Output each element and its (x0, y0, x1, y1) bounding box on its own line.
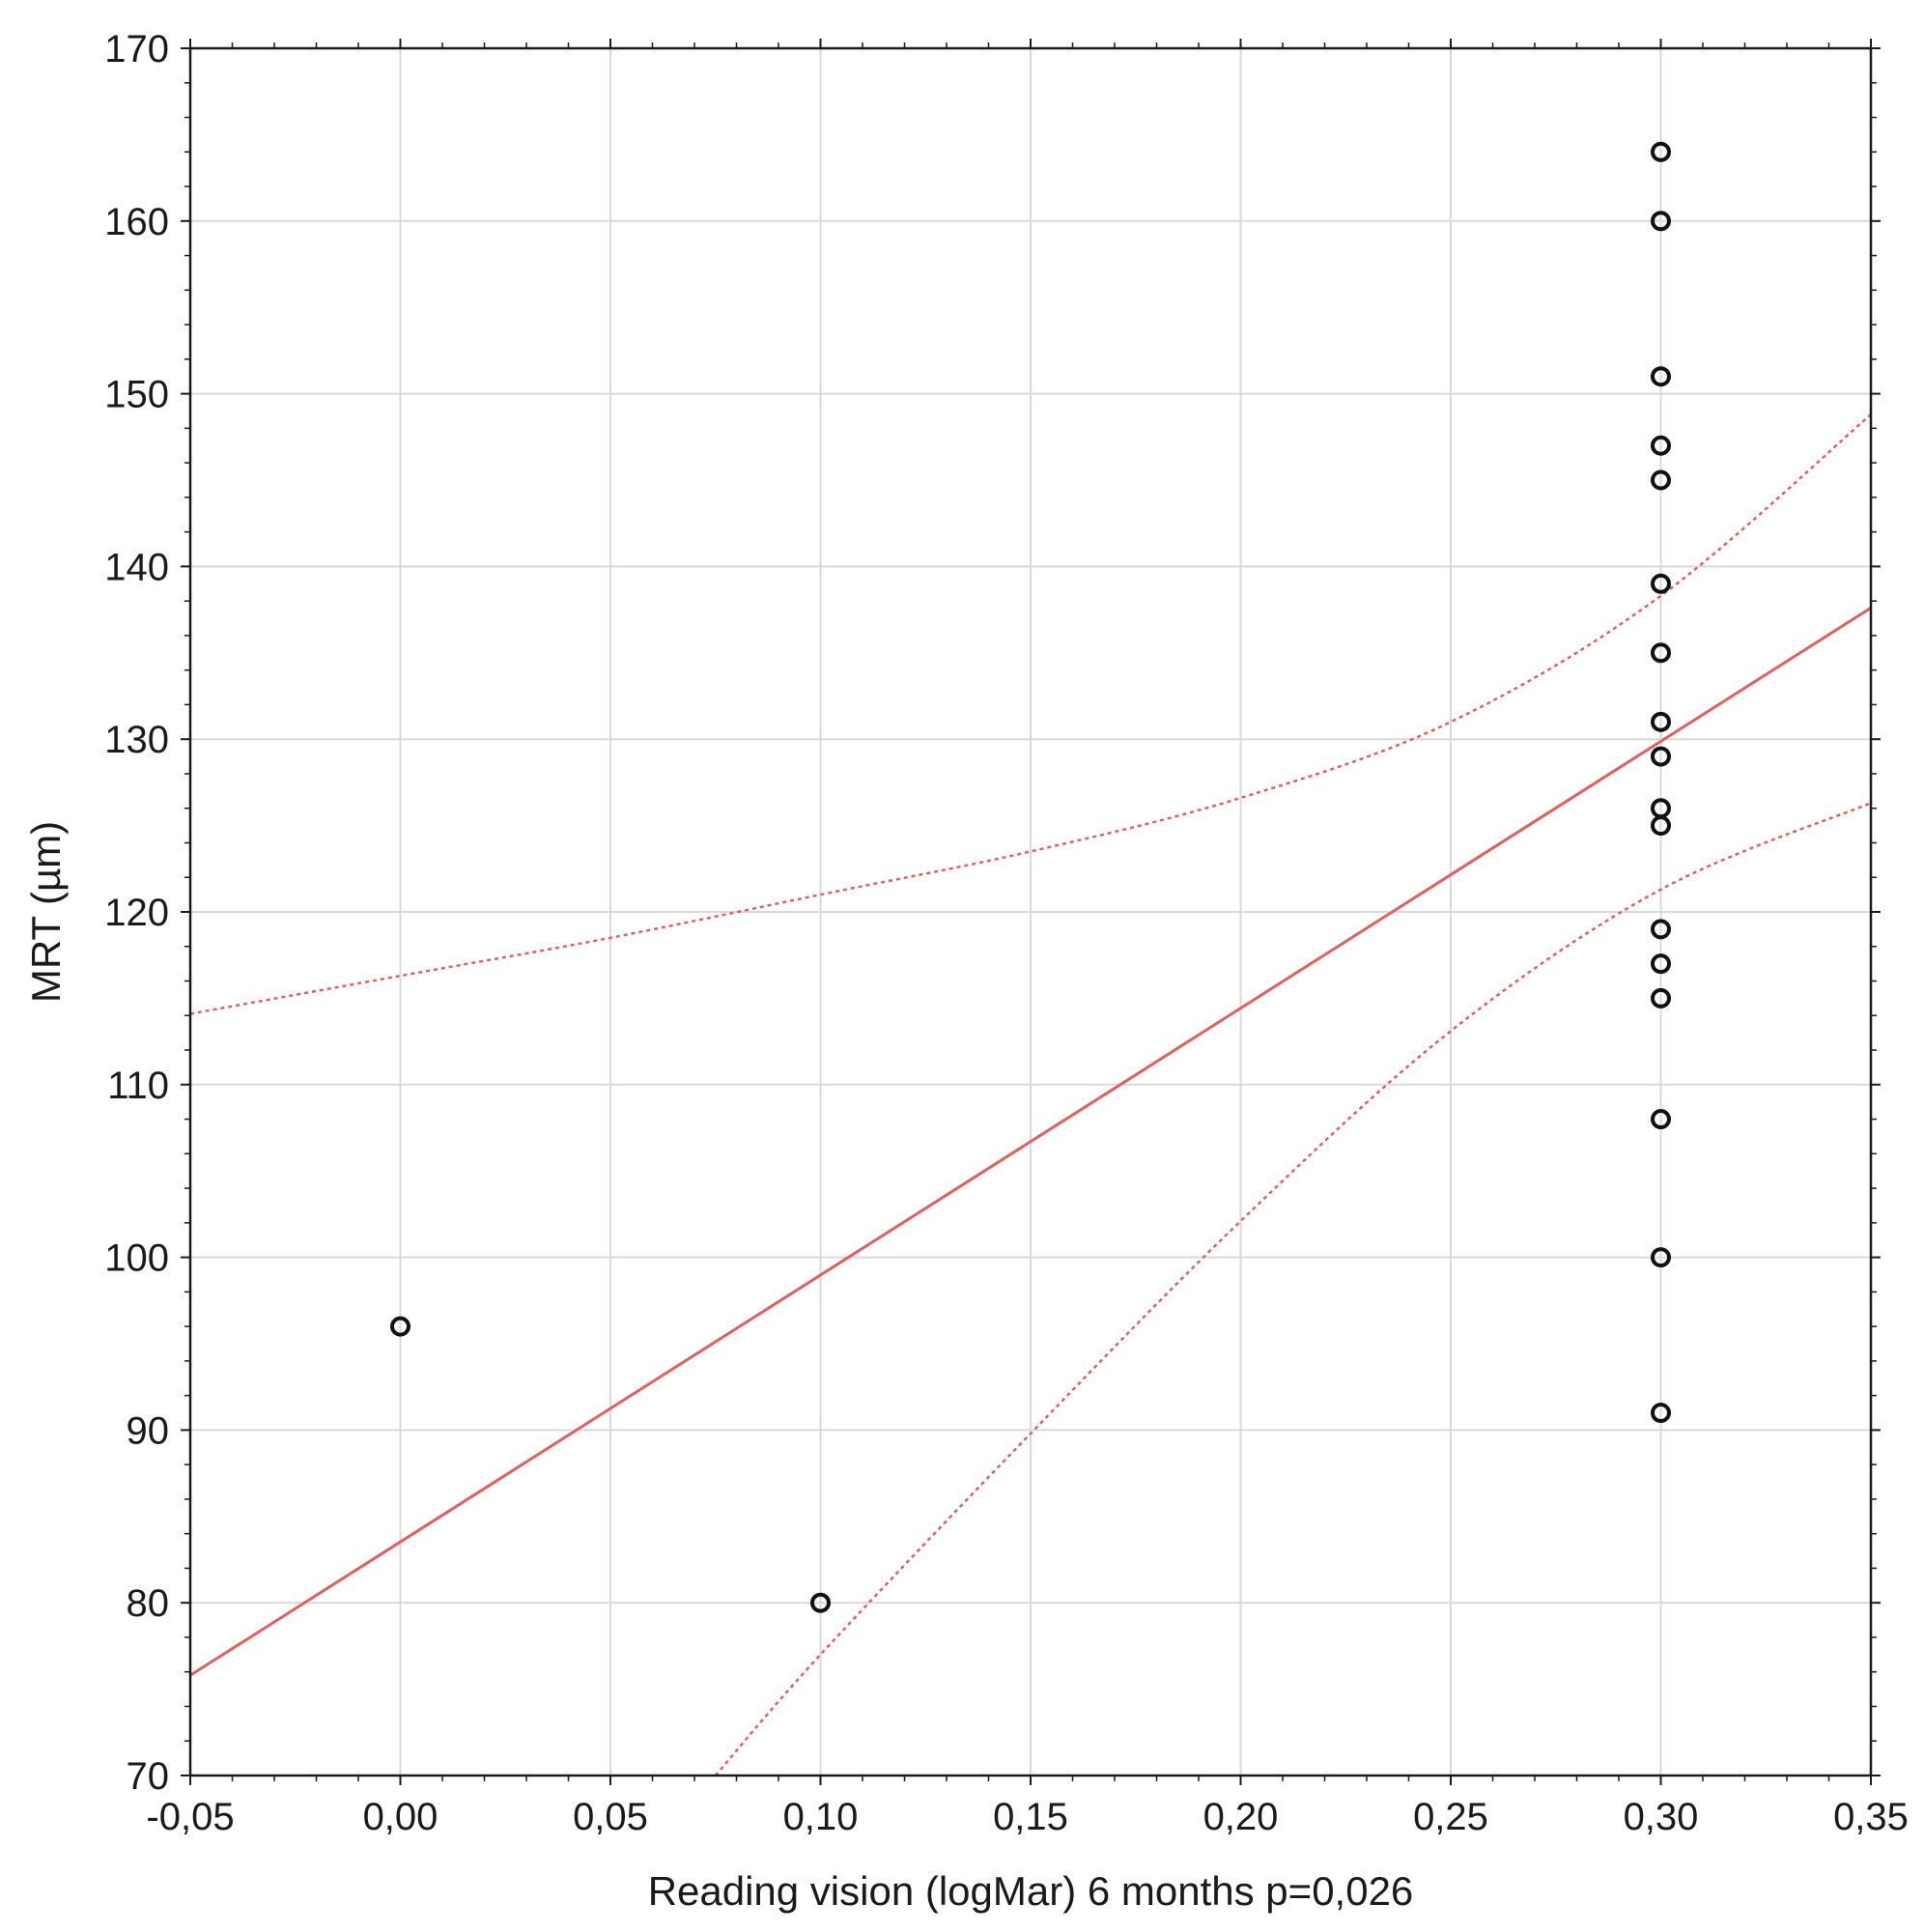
x-axis-title: Reading vision (logMar) 6 months p=0,026 (648, 1868, 1414, 1914)
data-point (1651, 1109, 1671, 1130)
confidence-bands (190, 413, 1871, 1776)
data-point (1651, 211, 1671, 232)
data-point (1651, 573, 1671, 594)
data-point (810, 1592, 831, 1613)
y-tick-label: 90 (127, 1409, 170, 1452)
y-tick-label: 150 (104, 374, 169, 416)
x-tick-label: 0,30 (1624, 1796, 1699, 1838)
y-tick-label: 130 (104, 719, 169, 761)
data-point (390, 1316, 410, 1337)
y-tick-label: 70 (127, 1755, 170, 1798)
data-point (1651, 642, 1671, 664)
regression-line (190, 607, 1871, 1677)
x-tick-label: 0,25 (1413, 1796, 1488, 1838)
upper-confidence-band (190, 413, 1871, 1015)
x-tick-label: 0,00 (363, 1796, 439, 1838)
x-tick-label: -0,05 (146, 1796, 234, 1838)
data-point (1651, 469, 1671, 491)
y-tick-label: 120 (104, 892, 169, 934)
x-tick-labels: -0,05 0,00 0,05 0,10 0,15 0,20 0,25 0,30 0,35 (146, 1796, 1909, 1838)
y-tick-label: 100 (104, 1237, 169, 1280)
data-point (1651, 987, 1671, 1009)
y-tick-label: 110 (107, 1065, 169, 1107)
data-point (1651, 815, 1671, 837)
data-point (1651, 1247, 1671, 1268)
y-tick-label: 160 (104, 201, 169, 243)
data-point (1651, 141, 1671, 162)
y-tick-labels: 70 80 90 100 110 120 130 140 150 160 170 (104, 28, 169, 1798)
y-axis-title: MRT (µm) (23, 821, 69, 1003)
grid-lines (190, 48, 1871, 1776)
x-tick-label: 0,20 (1203, 1796, 1279, 1838)
data-point (1651, 953, 1671, 975)
data-point (1651, 1403, 1671, 1424)
data-point (1651, 366, 1671, 387)
x-tick-label: 0,10 (783, 1796, 859, 1838)
axis-ticks (181, 39, 1881, 1785)
lower-confidence-band (714, 802, 1871, 1776)
data-points (390, 141, 1671, 1613)
x-tick-label: 0,05 (573, 1796, 648, 1838)
y-tick-label: 80 (127, 1582, 170, 1625)
y-tick-label: 170 (104, 28, 169, 71)
data-point (1651, 435, 1671, 456)
x-tick-label: 0,35 (1833, 1796, 1909, 1838)
data-point (1651, 711, 1671, 732)
data-point (1651, 919, 1671, 940)
regression-line-group (190, 607, 1871, 1677)
x-tick-label: 0,15 (993, 1796, 1068, 1838)
y-tick-label: 140 (104, 546, 169, 588)
data-point (1651, 746, 1671, 767)
